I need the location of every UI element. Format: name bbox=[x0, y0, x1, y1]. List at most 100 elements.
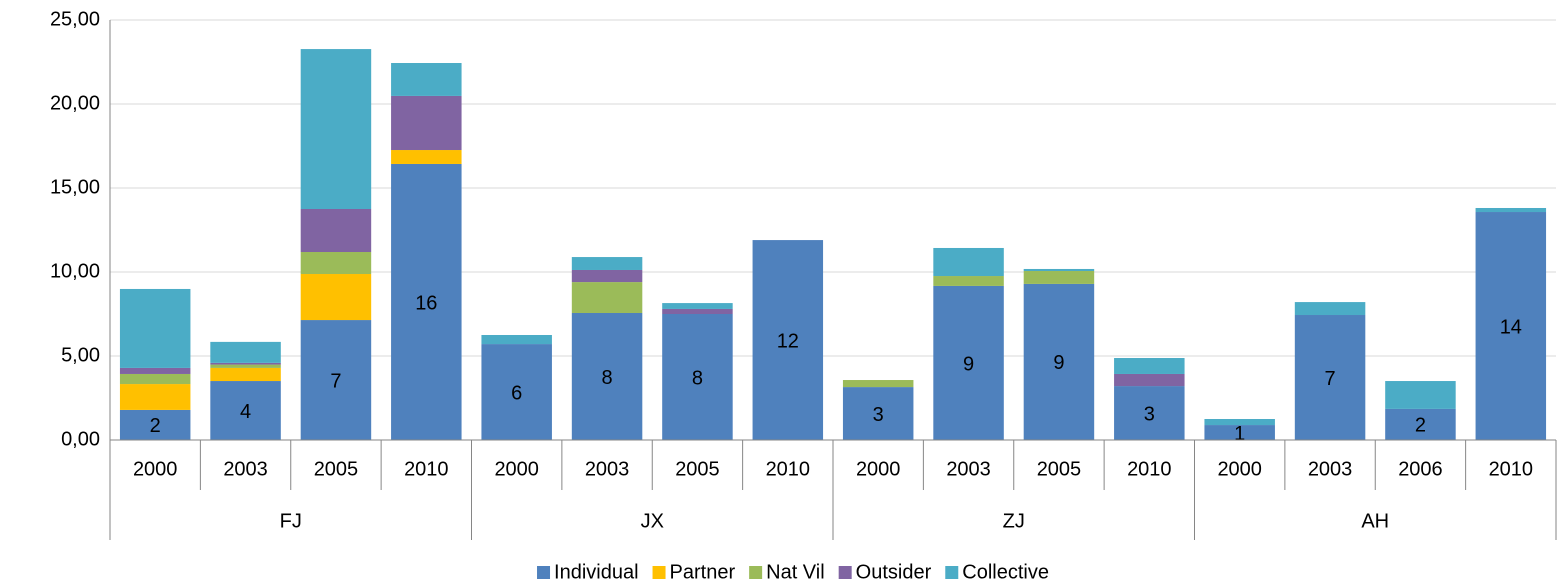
data-label: 6 bbox=[511, 382, 522, 404]
bar-segment bbox=[662, 314, 733, 440]
bar-segment bbox=[210, 367, 281, 382]
legend-swatch bbox=[838, 566, 852, 579]
legend-label: Partner bbox=[670, 561, 736, 583]
data-label: 8 bbox=[602, 367, 613, 389]
data-label: 7 bbox=[330, 370, 341, 392]
x-tick-label: 2000 bbox=[1217, 458, 1262, 480]
legend-label: Nat Vil bbox=[766, 561, 825, 583]
group-label: FJ bbox=[280, 510, 302, 532]
bar-segment bbox=[1023, 270, 1095, 284]
bar-segment bbox=[571, 257, 643, 270]
bar-segment bbox=[1294, 302, 1366, 316]
bar-segment bbox=[1114, 386, 1185, 440]
bar-segment bbox=[300, 209, 372, 253]
bar-segment bbox=[1385, 381, 1456, 409]
bar-segment bbox=[1475, 207, 1547, 213]
x-tick-label: 2006 bbox=[1398, 458, 1443, 480]
bar-segment bbox=[1114, 358, 1185, 374]
x-tick-label: 2000 bbox=[133, 458, 178, 480]
legend-label: Individual bbox=[554, 561, 639, 583]
bar-segment bbox=[1204, 425, 1275, 440]
bar-segment bbox=[1023, 283, 1095, 440]
bar-segment bbox=[571, 269, 643, 283]
legend-swatch bbox=[537, 566, 551, 579]
group-label: AH bbox=[1361, 510, 1389, 532]
bar-segment bbox=[842, 387, 914, 440]
data-label: 1 bbox=[1234, 423, 1245, 445]
bar-segment bbox=[300, 252, 372, 275]
group-label: JX bbox=[641, 510, 664, 532]
x-tick-label: 2000 bbox=[856, 458, 901, 480]
x-tick-label: 2005 bbox=[314, 458, 359, 480]
bar-segment bbox=[391, 63, 462, 96]
bar-segment bbox=[300, 320, 372, 440]
data-label: 4 bbox=[240, 401, 251, 423]
x-tick-label: 2005 bbox=[675, 458, 720, 480]
x-tick-label: 2010 bbox=[404, 458, 449, 480]
bar-segment bbox=[119, 384, 191, 410]
legend-swatch bbox=[749, 566, 763, 579]
data-label: 16 bbox=[415, 292, 437, 314]
bar-segment bbox=[1294, 315, 1366, 440]
bar-segment bbox=[210, 364, 281, 368]
data-label: 3 bbox=[873, 404, 884, 426]
bar-segment bbox=[210, 341, 281, 363]
y-tick-label: 25,00 bbox=[50, 8, 100, 30]
bar-segment bbox=[210, 362, 281, 365]
bar-segment bbox=[119, 367, 191, 374]
bar-segment bbox=[842, 380, 914, 388]
data-label: 9 bbox=[1053, 352, 1064, 374]
bar-segment bbox=[119, 409, 191, 440]
group-label: ZJ bbox=[1003, 510, 1025, 532]
bar-segment bbox=[1023, 268, 1095, 271]
bar-segment bbox=[933, 247, 1004, 277]
x-tick-label: 2005 bbox=[1037, 458, 1082, 480]
y-tick-label: 10,00 bbox=[50, 260, 100, 282]
y-tick-label: 5,00 bbox=[61, 344, 100, 366]
data-label: 7 bbox=[1325, 368, 1336, 390]
bar-segment bbox=[1475, 212, 1547, 440]
bar-segment bbox=[119, 288, 191, 368]
data-label: 8 bbox=[692, 367, 703, 389]
data-label: 2 bbox=[150, 415, 161, 437]
x-tick-label: 2010 bbox=[1489, 458, 1534, 480]
x-tick-label: 2003 bbox=[585, 458, 630, 480]
bar-segment bbox=[1114, 373, 1185, 387]
bar-segment bbox=[571, 282, 643, 313]
bar-segment bbox=[1204, 419, 1275, 426]
legend-label: Outsider bbox=[856, 561, 932, 583]
data-label: 2 bbox=[1415, 415, 1426, 437]
bar-segment bbox=[391, 163, 462, 440]
bar-segment bbox=[1385, 408, 1456, 440]
bar-segment bbox=[662, 303, 733, 309]
legend-swatch bbox=[652, 566, 666, 579]
bar-segment bbox=[391, 95, 462, 151]
x-tick-label: 2003 bbox=[1308, 458, 1353, 480]
x-tick-label: 2000 bbox=[494, 458, 539, 480]
bar-segment bbox=[210, 381, 281, 440]
bar-segment bbox=[933, 285, 1004, 440]
y-tick-label: 0,00 bbox=[61, 428, 100, 450]
x-tick-label: 2010 bbox=[766, 458, 811, 480]
y-tick-label: 15,00 bbox=[50, 176, 100, 198]
data-label: 14 bbox=[1500, 316, 1522, 338]
bar-segment bbox=[481, 344, 552, 440]
bar-segment bbox=[571, 312, 643, 440]
legend-label: Collective bbox=[962, 561, 1049, 583]
data-label: 12 bbox=[777, 330, 799, 352]
bar-segment bbox=[481, 335, 552, 345]
x-tick-label: 2010 bbox=[1127, 458, 1172, 480]
bar-segment bbox=[752, 240, 824, 440]
bar-segment bbox=[300, 274, 372, 321]
bar-segment bbox=[933, 276, 1004, 286]
bar-segment bbox=[119, 373, 191, 385]
bar-segment bbox=[300, 49, 372, 210]
bar-segment bbox=[662, 308, 733, 314]
x-tick-label: 2003 bbox=[223, 458, 268, 480]
data-label: 9 bbox=[963, 353, 974, 375]
y-tick-label: 20,00 bbox=[50, 92, 100, 114]
data-label: 3 bbox=[1144, 403, 1155, 425]
legend-swatch bbox=[945, 566, 959, 579]
x-tick-label: 2003 bbox=[946, 458, 991, 480]
